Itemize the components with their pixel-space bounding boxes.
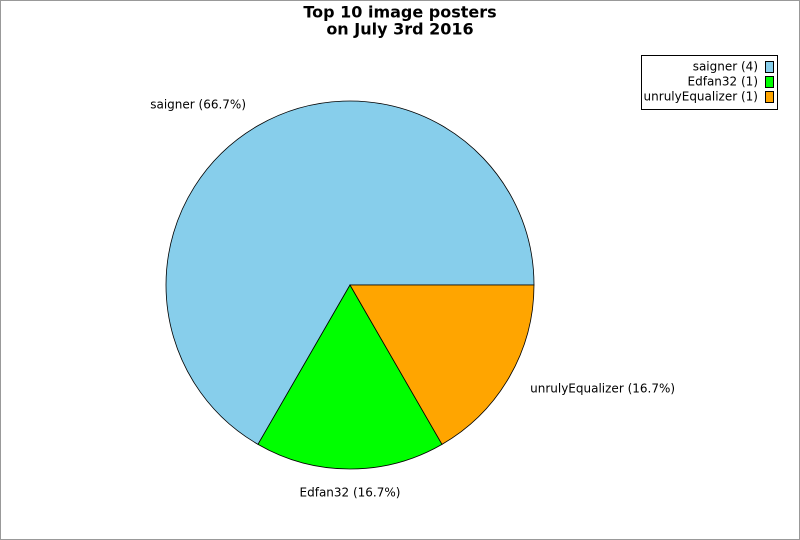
pie-slice (349, 284, 535, 445)
pie-slice (257, 284, 443, 470)
legend-box (641, 55, 778, 110)
slice-label: Edfan32 (16.7%) (300, 486, 401, 500)
legend-swatch (765, 76, 774, 88)
slice-label: saigner (66.7%) (150, 97, 246, 111)
pie-slice (165, 100, 535, 445)
slice-label: unrulyEqualizer (16.7%) (530, 382, 675, 396)
legend-swatch (765, 91, 774, 103)
legend-label: unrulyEqualizer (1) (644, 90, 758, 104)
chart-title: Top 10 image posters (303, 3, 496, 22)
legend-swatch (765, 61, 774, 73)
legend-label: Edfan32 (1) (688, 75, 758, 89)
chart-title: on July 3rd 2016 (326, 20, 473, 39)
legend-label: saigner (4) (693, 60, 758, 74)
